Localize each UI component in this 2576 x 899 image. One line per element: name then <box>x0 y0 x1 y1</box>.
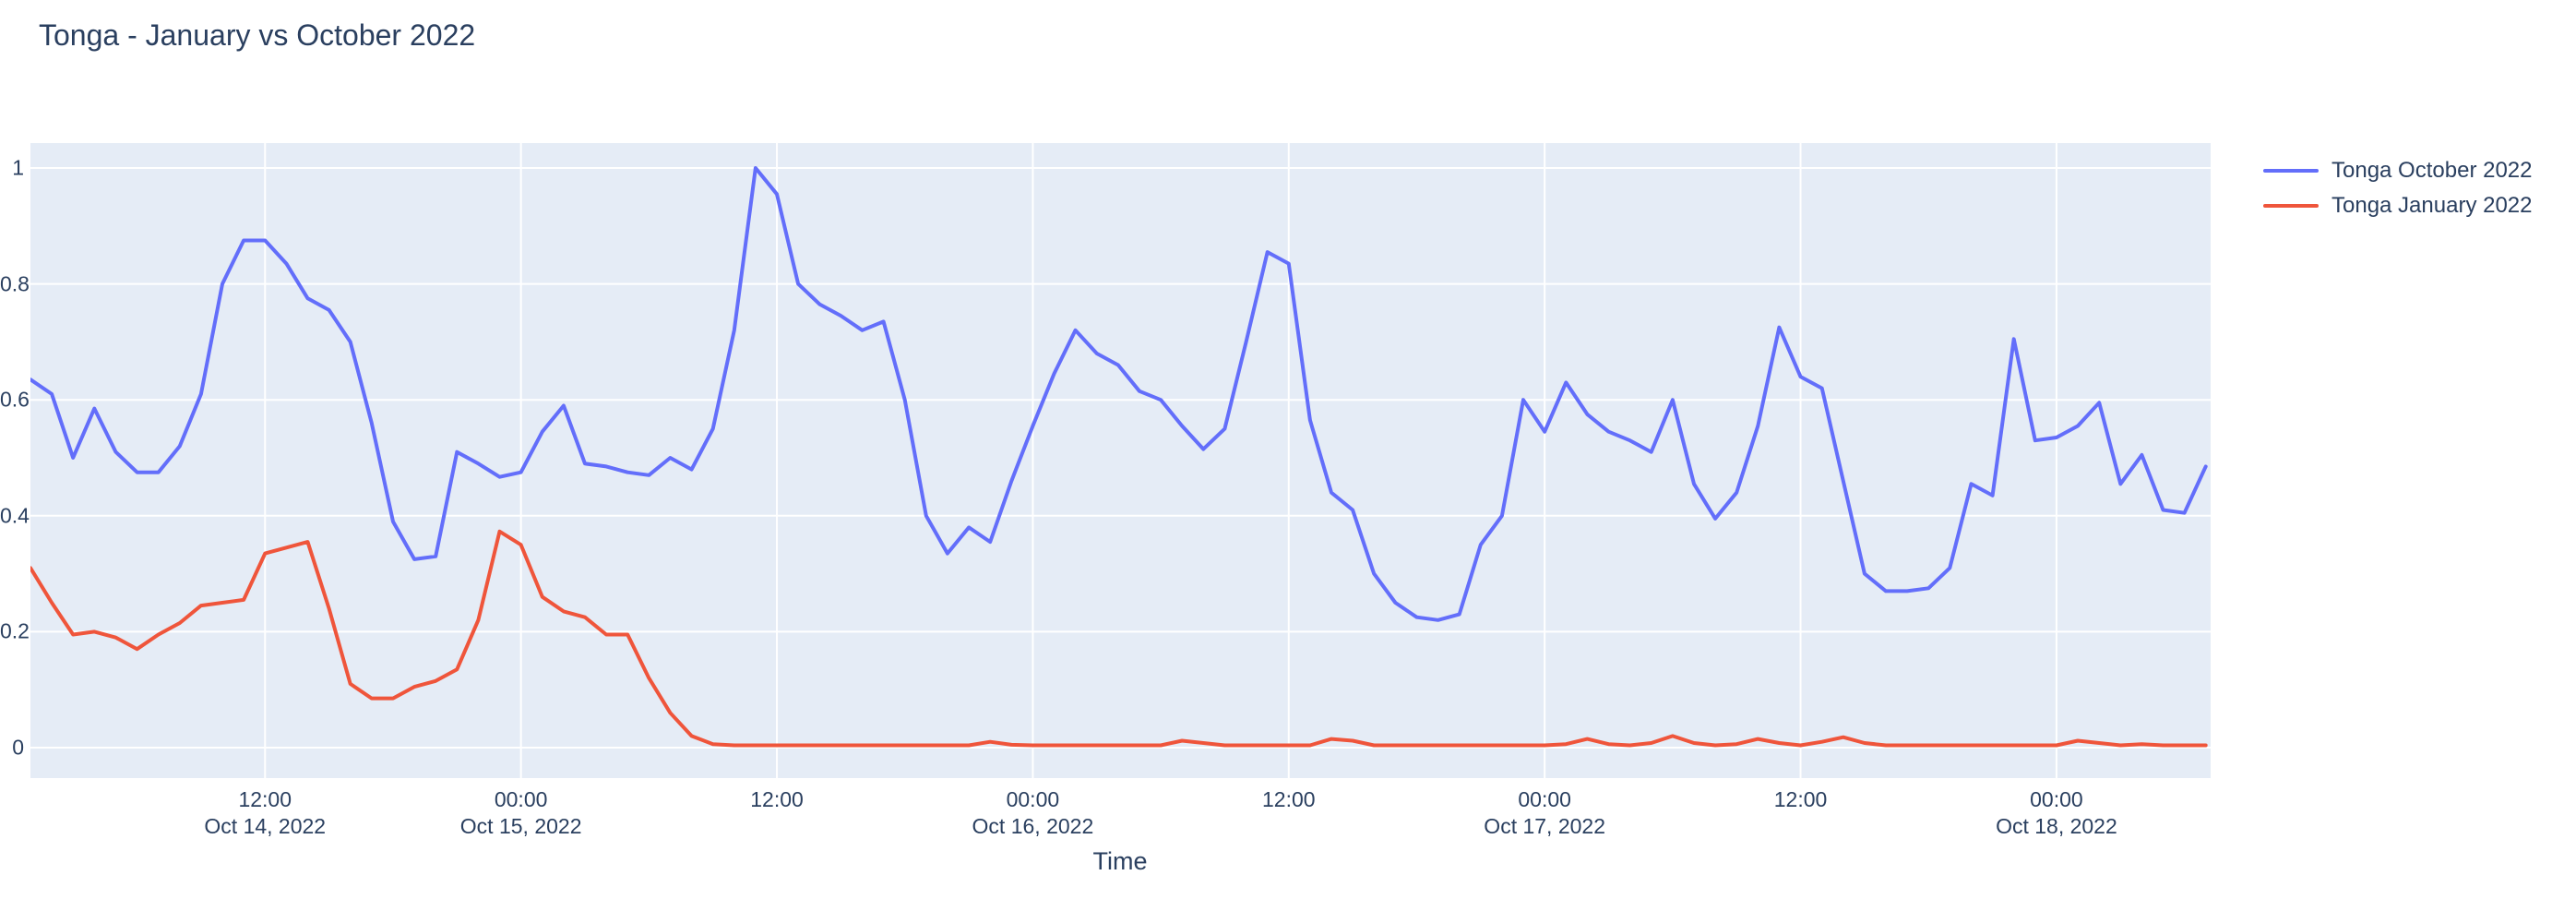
x-tick-label: 12:00 <box>1774 786 1828 813</box>
y-tick-label: 0.6 <box>0 387 30 412</box>
legend-line-swatch-october <box>2263 169 2319 173</box>
y-tick-label: 1 <box>12 155 24 180</box>
chart-title: Tonga - January vs October 2022 <box>39 18 476 52</box>
x-tick-label: 12:00 Oct 14, 2022 <box>204 786 326 840</box>
series-line-tonga-october-2022[interactable] <box>30 166 2208 622</box>
x-tick-time: 00:00 <box>1518 787 1571 811</box>
y-tick-label: 0 <box>12 735 24 760</box>
x-tick-time: 12:00 <box>750 787 804 811</box>
legend-item-january[interactable]: Tonga January 2022 <box>2263 188 2533 223</box>
x-tick-time: 12:00 <box>238 787 292 811</box>
x-tick-date: Oct 14, 2022 <box>204 814 327 838</box>
x-tick-date: Oct 18, 2022 <box>1996 814 2117 838</box>
y-tick-label: 0.8 <box>0 271 30 296</box>
x-tick-date: Oct 17, 2022 <box>1484 814 1606 838</box>
plot-area[interactable] <box>30 143 2211 778</box>
x-tick-time: 12:00 <box>1262 787 1316 811</box>
x-tick-time: 12:00 <box>1773 787 1828 811</box>
x-tick-time: 00:00 <box>494 787 548 811</box>
x-axis-title: Time <box>1092 847 1148 875</box>
legend: Tonga October 2022 Tonga January 2022 <box>2263 153 2533 223</box>
x-tick-time: 00:00 <box>1006 787 1060 811</box>
legend-label: Tonga January 2022 <box>2332 193 2533 218</box>
y-tick-label: 0.2 <box>0 618 30 643</box>
x-tick-label: 12:00 <box>1262 786 1316 813</box>
x-tick-date: Oct 15, 2022 <box>459 814 582 838</box>
x-tick-label: 00:00 Oct 16, 2022 <box>972 786 1094 840</box>
legend-item-october[interactable]: Tonga October 2022 <box>2263 153 2533 188</box>
x-tick-label: 00:00 Oct 15, 2022 <box>460 786 582 840</box>
x-tick-date: Oct 16, 2022 <box>972 814 1094 838</box>
legend-line-swatch-january <box>2263 204 2319 208</box>
series-line-tonga-january-2022[interactable] <box>30 529 2208 748</box>
y-tick-label: 0.4 <box>0 503 30 528</box>
legend-label: Tonga October 2022 <box>2332 158 2533 183</box>
x-tick-label: 12:00 <box>750 786 804 813</box>
x-tick-label: 00:00 Oct 18, 2022 <box>1996 786 2117 840</box>
x-tick-time: 00:00 <box>2030 787 2083 811</box>
chart-canvas[interactable] <box>30 143 2211 778</box>
x-tick-label: 00:00 Oct 17, 2022 <box>1484 786 1605 840</box>
